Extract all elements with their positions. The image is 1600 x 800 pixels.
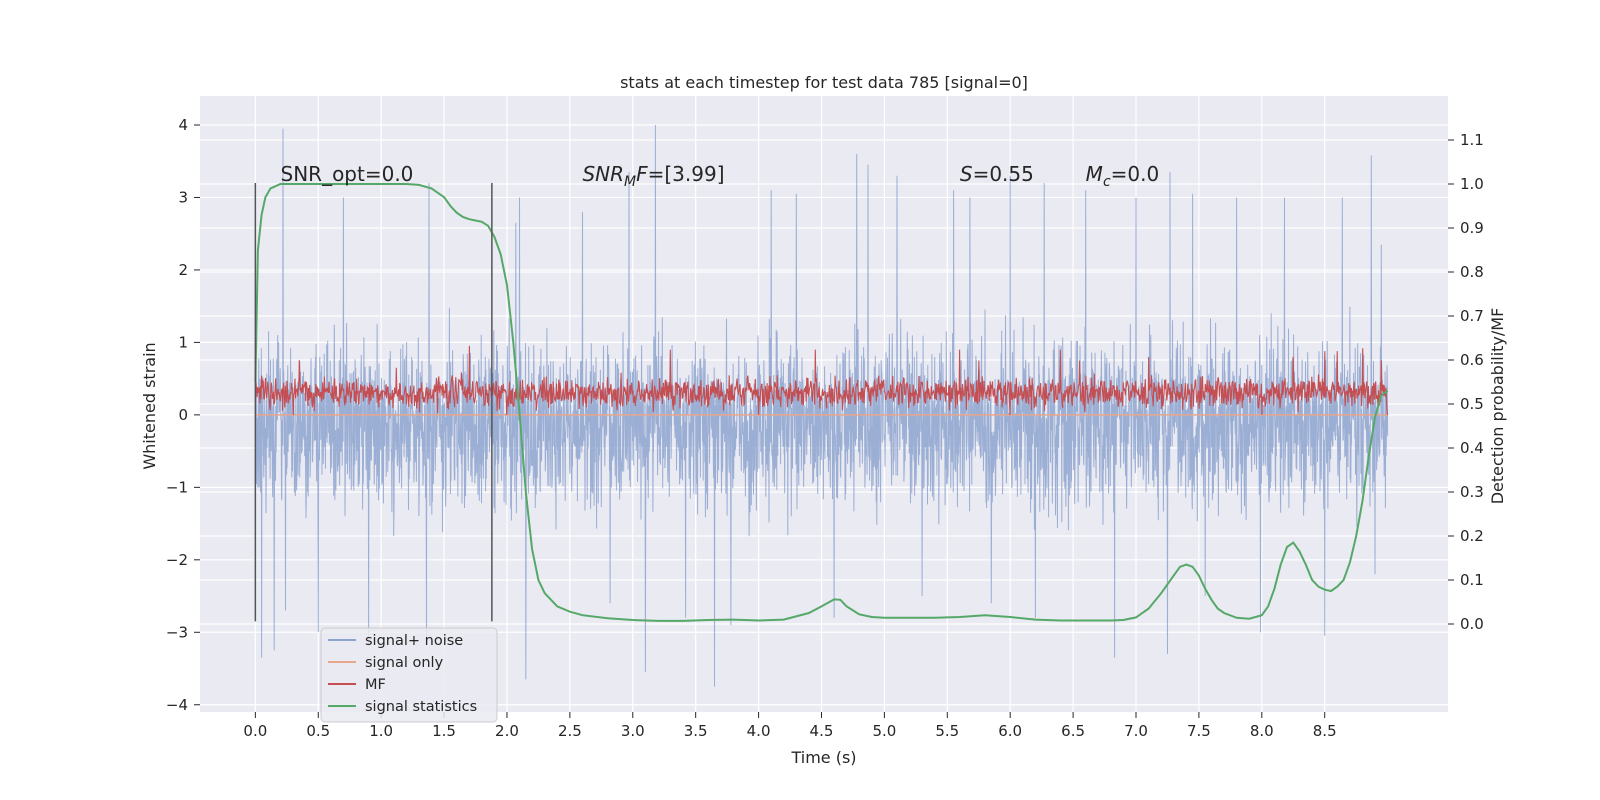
y-tick-label: −4 [166,696,188,714]
x-tick-label: 7.5 [1187,722,1211,740]
x-tick-label: 0.0 [243,722,267,740]
legend-label: signal only [365,655,444,671]
series-signal-statistics-line [254,183,1389,622]
y-tick-label: 3 [178,188,188,206]
right-y-tick-label: 0.2 [1460,527,1484,545]
x-tick-label: 1.0 [369,722,393,740]
right-y-tick-label: 0.6 [1460,351,1484,369]
chart-title: stats at each timestep for test data 785… [620,73,1028,92]
x-axis-ticks: 0.0 0.5 1.0 1.5 2.0 2.5 3.0 3.5 4.0 4.5 5.0 5.5 6.0 6… [243,712,1337,740]
right-y-tick-label: 0.0 [1460,615,1484,633]
x-tick-label: 8.5 [1313,722,1337,740]
series-mf-line [254,345,1389,415]
y-tick-label: 2 [178,261,188,279]
y-tick-label: −3 [166,623,188,641]
right-y-tick-label: 0.4 [1460,439,1484,457]
right-y-tick-label: 0.5 [1460,395,1484,413]
y-axis-label: Whitened strain [140,342,159,469]
legend-label: MF [365,677,386,693]
right-y-tick-label: 0.7 [1460,307,1484,325]
x-tick-label: 3.0 [621,722,645,740]
series-layer [254,124,1389,687]
x-tick-label: 8.0 [1250,722,1274,740]
legend-box [320,627,498,723]
legend-label: signal+ noise [365,633,463,649]
right-y-tick-label: 1.1 [1460,131,1484,149]
x-tick-label: 4.5 [810,722,834,740]
x-tick-label: 4.0 [747,722,771,740]
right-y-axis-ticks: 0.0 0.1 0.2 0.3 0.4 0.5 0.6 0.7 0.8 0.9 1.0 1.1 [1448,131,1484,633]
x-tick-label: 2.5 [558,722,582,740]
y-axis-ticks: −4 −3 −2 −1 0 1 2 3 4 [166,116,200,714]
x-tick-label: 3.5 [684,722,708,740]
legend: signal+ noise signal only MF signal statist… [320,627,498,723]
x-tick-label: 6.5 [1061,722,1085,740]
x-tick-label: 7.0 [1124,722,1148,740]
x-tick-label: 6.0 [998,722,1022,740]
right-y-tick-label: 0.3 [1460,483,1484,501]
annotations: SNR_opt=0.0 SNRMF=[3.99] S=0.55 Mc=0.0 [281,162,1160,190]
annotation-text: S=0.55 [960,162,1034,186]
annotation-text: Mc=0.0 [1086,162,1160,190]
annotation-text: SNRMF=[3.99] [582,162,724,190]
y-tick-label: 4 [178,116,188,134]
y-tick-label: −1 [166,478,188,496]
y-tick-label: 1 [178,333,188,351]
y-tick-label: 0 [178,406,188,424]
x-tick-label: 1.5 [432,722,456,740]
annotation-text: SNR_opt=0.0 [281,162,414,186]
x-tick-label: 5.0 [872,722,896,740]
right-y-tick-label: 0.8 [1460,263,1484,281]
x-axis-label: Time (s) [790,748,856,767]
right-y-axis-label: Detection probability/MF [1488,308,1507,505]
y-tick-label: −2 [166,551,188,569]
x-tick-label: 5.5 [935,722,959,740]
vertical-markers [254,182,493,622]
right-y-tick-label: 1.0 [1460,175,1484,193]
right-y-tick-label: 0.1 [1460,571,1484,589]
x-tick-label: 2.0 [495,722,519,740]
right-y-tick-label: 0.9 [1460,219,1484,237]
x-tick-label: 0.5 [306,722,330,740]
legend-label: signal statistics [365,699,477,715]
